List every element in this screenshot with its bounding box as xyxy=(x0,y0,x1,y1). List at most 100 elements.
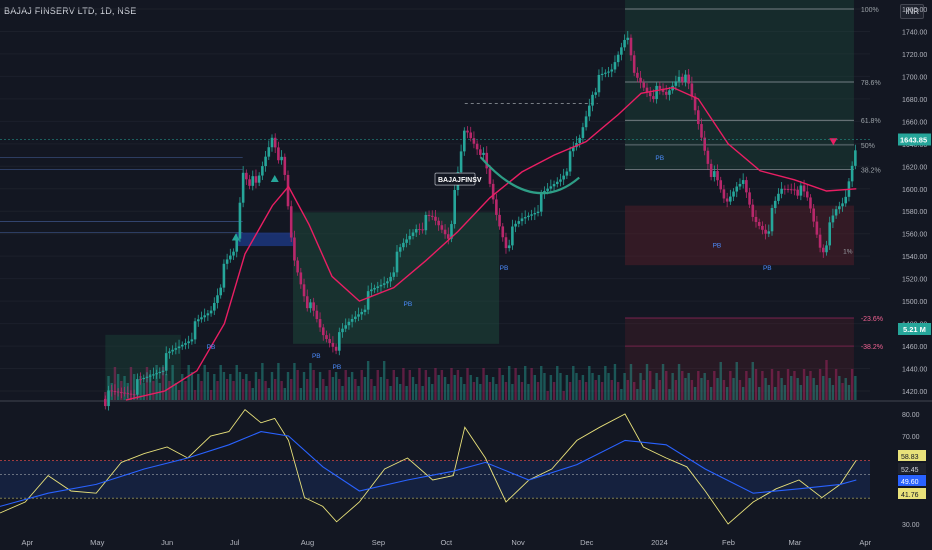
volume-bar xyxy=(299,388,303,400)
candle-body xyxy=(315,310,319,320)
volume-bar xyxy=(363,377,367,400)
price-tick-label: 1440.00 xyxy=(902,367,927,374)
rsi-tick-label: 80.00 xyxy=(902,412,920,419)
rsi-value-label: 49.60 xyxy=(901,479,919,486)
volume-bar xyxy=(687,373,690,400)
volume-bar xyxy=(588,366,591,400)
candle-body xyxy=(729,196,732,202)
volume-bars xyxy=(104,360,857,400)
candle-body xyxy=(280,156,283,161)
time-tick-label: Mar xyxy=(788,538,801,547)
candle-body xyxy=(588,105,591,117)
volume-bar xyxy=(475,377,479,400)
candle-body xyxy=(382,283,386,285)
volume-bar xyxy=(318,372,322,400)
volume-bar xyxy=(790,376,793,400)
volume-bar xyxy=(504,382,508,400)
candle-body xyxy=(437,220,440,226)
volume-bar xyxy=(639,373,642,400)
candle-body xyxy=(761,225,764,230)
volume-bar xyxy=(331,377,335,400)
candle-body xyxy=(440,225,444,230)
volume-bar xyxy=(225,379,229,400)
volume-bar xyxy=(354,379,357,400)
volume-bar xyxy=(203,365,206,400)
candle-body xyxy=(209,310,213,314)
volume-bar xyxy=(472,382,476,400)
candle-body xyxy=(581,127,585,138)
volume-bar xyxy=(148,374,152,400)
volume-bar xyxy=(350,372,354,400)
candle-body xyxy=(463,130,466,152)
candle-body xyxy=(722,189,726,199)
candle-body xyxy=(504,237,508,249)
candle-body xyxy=(485,152,489,169)
candle-body xyxy=(604,72,607,74)
volume-bar xyxy=(591,373,594,400)
candle-body xyxy=(299,272,303,285)
volume-bar xyxy=(386,379,389,400)
candle-body xyxy=(642,82,646,88)
volume-bar xyxy=(491,377,495,400)
volume-bar xyxy=(636,389,639,400)
candle-body xyxy=(488,168,492,184)
volume-bar xyxy=(495,384,498,400)
volume-bar xyxy=(344,370,347,400)
rsi-value-label: 41.76 xyxy=(901,492,919,499)
pb-marker: PB xyxy=(763,265,772,272)
candle-body xyxy=(245,172,248,180)
volume-bar xyxy=(469,375,472,400)
volume-bar xyxy=(594,380,597,400)
candle-body xyxy=(828,222,832,246)
shaded-zone xyxy=(625,317,854,400)
volume-bar xyxy=(424,370,428,400)
time-tick-label: May xyxy=(90,538,104,547)
volume-bar xyxy=(613,364,617,400)
candle-body xyxy=(793,189,796,191)
candle-body xyxy=(831,215,835,223)
volume-bar xyxy=(806,376,809,400)
candle-body xyxy=(533,213,537,215)
currency-button[interactable]: INR xyxy=(900,4,924,19)
candle-body xyxy=(251,176,255,186)
shaded-zone xyxy=(235,232,294,247)
symbol-marker-box xyxy=(434,172,476,186)
candle-body xyxy=(132,394,136,396)
volume-bar xyxy=(155,365,158,400)
volume-bar xyxy=(139,376,142,400)
volume-bar xyxy=(729,371,732,400)
candle-body xyxy=(578,137,581,144)
volume-bar xyxy=(735,362,738,400)
candle-body xyxy=(469,132,473,139)
volume-bar xyxy=(677,364,681,400)
candle-body xyxy=(212,302,216,311)
pb-marker: PB xyxy=(655,155,664,162)
candle-body xyxy=(402,242,405,248)
candle-body xyxy=(709,163,713,177)
candle-body xyxy=(620,47,623,55)
candle-body xyxy=(116,391,120,393)
time-tick-label: Apr xyxy=(859,538,871,547)
candle-body xyxy=(687,74,690,84)
candle-body xyxy=(289,206,293,238)
candle-body xyxy=(142,377,146,380)
candle-body xyxy=(264,156,267,167)
buy-triangle xyxy=(270,175,279,183)
volume-bar xyxy=(181,374,184,400)
volume-bar xyxy=(338,379,341,400)
candle-body xyxy=(616,54,620,63)
volume-bar xyxy=(754,369,758,400)
volume-bar xyxy=(184,381,187,400)
volume-bar xyxy=(610,380,613,400)
candle-body xyxy=(805,191,809,198)
volume-bar xyxy=(168,381,171,400)
candle-body xyxy=(764,229,767,234)
volume-bar xyxy=(597,375,601,400)
candle-body xyxy=(357,314,360,317)
volume-bar xyxy=(328,370,331,400)
volume-bar xyxy=(741,387,745,400)
volume-bar xyxy=(286,372,290,400)
volume-bar xyxy=(716,378,719,400)
